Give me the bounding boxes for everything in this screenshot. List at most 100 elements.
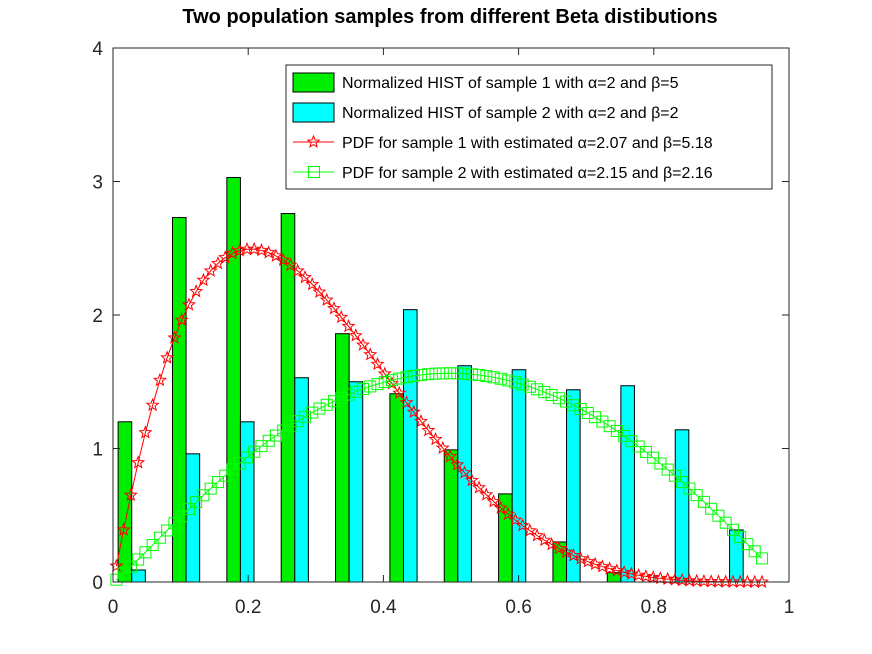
pdf1-marker-13 <box>196 272 211 287</box>
pdf2-marker-25 <box>284 419 297 432</box>
pdf1-marker-30 <box>319 292 334 307</box>
pdf2-marker-46 <box>436 367 449 380</box>
pdf1-marker-56 <box>508 512 523 526</box>
pdf1-marker-6 <box>145 397 160 412</box>
pdf2-marker-77 <box>661 463 674 476</box>
pdf1-marker-21 <box>254 243 269 257</box>
pdf2-marker-6 <box>146 539 159 552</box>
pdf2-marker-3 <box>124 560 137 573</box>
pdf2-marker-53 <box>487 371 500 384</box>
pdf1-marker-54 <box>493 500 508 514</box>
y-tick-label-5: 4 <box>92 39 103 60</box>
legend-label-pdf2: PDF for sample 2 with estimated α=2.15 a… <box>342 165 713 182</box>
bar-series2-bin7 <box>457 365 472 583</box>
pdf1-marker-42 <box>406 404 421 419</box>
pdf2-marker-44 <box>422 368 435 381</box>
pdf1-marker-7 <box>152 372 167 387</box>
pdf-lines <box>109 241 769 588</box>
pdf1-marker-72 <box>624 566 639 580</box>
pdf1-marker-62 <box>551 541 566 555</box>
pdf2-marker-64 <box>567 399 580 412</box>
legend-marker-square <box>308 166 320 178</box>
pdf2-marker-62 <box>552 392 565 405</box>
y-tick-label-4: 3 <box>92 173 103 194</box>
pdf2-marker-90 <box>755 552 768 565</box>
histogram-bars <box>117 177 744 583</box>
bar-series1-bin3 <box>226 177 241 583</box>
legend-label-sample2-hist: Normalized HIST of sample 2 with α=2 and… <box>342 105 679 122</box>
pdf2-marker-59 <box>531 383 544 396</box>
x-tick-label-4: 0.6 <box>505 597 531 618</box>
pdf2-marker-30 <box>320 398 333 411</box>
pdf2-marker-69 <box>603 420 616 433</box>
pdf1-marker-33 <box>341 318 356 333</box>
pdf1-marker-34 <box>348 328 363 342</box>
pdf1-marker-1 <box>109 558 124 572</box>
pdf2-marker-34 <box>349 385 362 398</box>
pdf1-marker-35 <box>355 337 371 352</box>
pdf2-marker-54 <box>494 372 507 385</box>
pdf1-marker-57 <box>515 518 530 532</box>
bar-series1-bin7 <box>443 449 459 583</box>
pdf2-marker-32 <box>335 391 348 404</box>
pdf1-marker-14 <box>203 263 218 277</box>
pdf2-marker-81 <box>690 489 703 502</box>
pdf1-marker-58 <box>522 523 537 537</box>
pdf1-marker-27 <box>297 269 312 284</box>
y-tick-label-2: 1 <box>92 440 103 461</box>
pdf2-marker-35 <box>357 382 370 395</box>
pdf1-marker-24 <box>276 252 291 267</box>
pdf1-marker-50 <box>464 472 479 487</box>
bar-series1-bin6 <box>389 393 404 583</box>
pdf2-marker-49 <box>458 367 471 380</box>
pdf1-marker-61 <box>544 537 559 551</box>
pdf1-marker-48 <box>450 457 465 471</box>
pdf2-marker-39 <box>386 374 399 387</box>
pdf1-marker-37 <box>370 356 385 371</box>
pdf1-marker-10 <box>174 312 189 327</box>
pdf1-marker-71 <box>617 565 632 579</box>
legend-swatch-sample2 <box>292 102 335 123</box>
pdf2-marker-60 <box>538 386 551 399</box>
pdf2-marker-17 <box>226 463 239 476</box>
bar-series2-bin11 <box>674 429 690 583</box>
pdf1-marker-60 <box>537 532 552 547</box>
pdf2-marker-37 <box>371 378 384 391</box>
pdf1-marker-66 <box>580 554 595 568</box>
pdf1-marker-44 <box>421 423 436 437</box>
pdf2-marker-70 <box>610 424 623 437</box>
pdf2-marker-38 <box>378 376 391 389</box>
y-tick-label-3: 2 <box>92 306 103 327</box>
pdf2-marker-82 <box>697 495 710 508</box>
pdf2-marker-68 <box>596 415 609 428</box>
pdf2-marker-33 <box>342 388 355 401</box>
pdf1-marker-23 <box>268 248 283 262</box>
pdf2-marker-85 <box>719 516 732 529</box>
pdf2-marker-26 <box>291 415 304 428</box>
legend-label-pdf1: PDF for sample 1 with estimated α=2.07 a… <box>342 135 713 152</box>
pdf2-marker-12 <box>190 496 203 509</box>
pdf2-marker-36 <box>364 380 377 393</box>
pdf2-marker-89 <box>748 545 761 558</box>
pdf2-marker-41 <box>400 371 413 384</box>
pdf2-marker-31 <box>327 395 340 408</box>
pdf2-marker-86 <box>726 523 739 536</box>
pdf1-marker-55 <box>501 506 516 521</box>
legend-box <box>285 64 773 190</box>
pdf1-marker-65 <box>573 551 588 565</box>
pdf1-marker-69 <box>602 561 617 575</box>
pdf1-marker-31 <box>326 301 342 315</box>
pdf1-marker-8 <box>160 350 175 364</box>
pdf1-marker-52 <box>479 487 494 501</box>
pdf2-marker-45 <box>429 367 442 380</box>
pdf2-marker-57 <box>516 378 529 391</box>
pdf1-marker-59 <box>530 528 545 542</box>
pdf2-marker-48 <box>451 367 464 380</box>
pdf2-marker-80 <box>683 482 696 495</box>
pdf1-marker-46 <box>435 440 450 455</box>
bar-series2-bin5 <box>348 381 364 583</box>
pdf1-marker-25 <box>283 257 298 272</box>
pdf2-marker-43 <box>415 368 428 381</box>
pdf2-marker-13 <box>197 489 210 502</box>
pdf2-marker-16 <box>219 469 232 482</box>
